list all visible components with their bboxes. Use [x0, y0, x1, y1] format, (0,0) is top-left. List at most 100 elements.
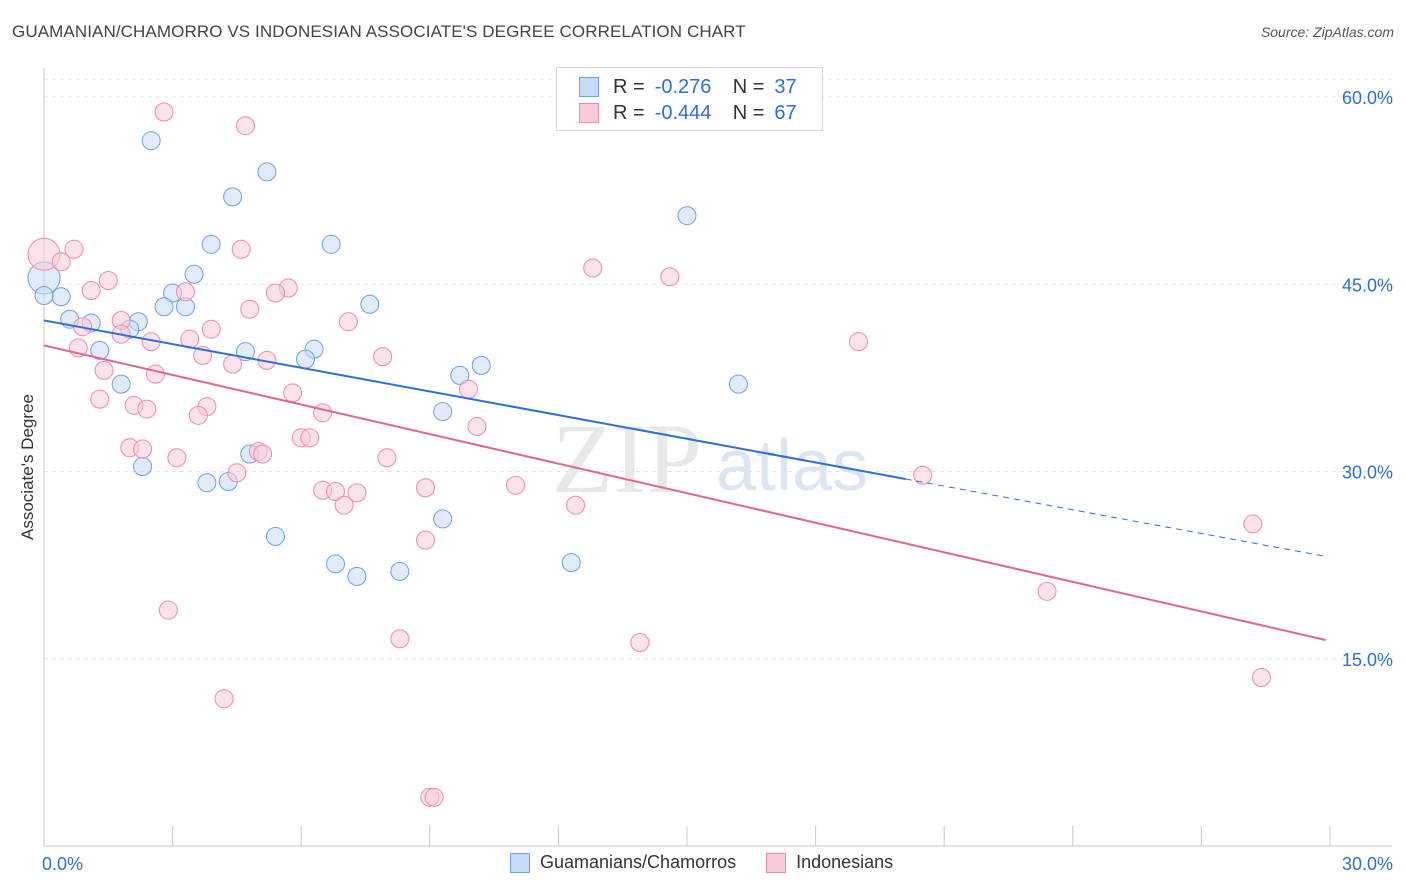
indonesian-point — [253, 444, 273, 464]
indonesian-point — [201, 319, 221, 339]
x-tick-label: 30.0% — [1342, 854, 1393, 874]
r-label: R = — [613, 75, 645, 98]
guamanian-point — [265, 526, 285, 546]
guamanian-point — [347, 566, 367, 586]
axes — [43, 68, 1392, 847]
guamanian-point — [201, 234, 221, 254]
indonesian-point — [265, 283, 285, 303]
guamanian-point — [360, 294, 380, 314]
indonesian-point — [145, 364, 165, 384]
watermark-atlas: atlas — [716, 426, 868, 506]
indonesian-point — [338, 312, 358, 332]
indonesian-point — [506, 475, 526, 495]
indonesian-point — [373, 347, 393, 367]
indonesian-point — [334, 495, 354, 515]
indonesian-point — [94, 360, 114, 380]
y-tick-label: 15.0% — [1342, 650, 1393, 670]
indonesian-point — [167, 448, 187, 468]
indonesian-trend-line — [43, 344, 1326, 641]
guamanian-point — [141, 131, 161, 151]
indonesian-point — [227, 463, 247, 483]
indonesian-point — [467, 417, 487, 437]
indonesian-point — [583, 258, 603, 278]
indonesian-point — [154, 102, 174, 122]
guamanian-trend-line — [43, 319, 906, 480]
legend-swatch-blue — [510, 852, 530, 873]
indonesian-point — [377, 448, 397, 468]
n-value: 67 — [774, 101, 797, 124]
indonesian-point — [300, 428, 320, 448]
legend-swatch-pink — [766, 852, 787, 873]
r-label: R = — [613, 101, 645, 124]
guamanian-point — [34, 285, 54, 305]
guamanian-point — [51, 287, 71, 307]
y-tick-label: 30.0% — [1342, 463, 1393, 483]
indonesian-point — [81, 280, 101, 300]
grid-lines — [44, 78, 1392, 660]
n-label: N = — [732, 101, 765, 124]
n-value: 37 — [774, 75, 797, 98]
r-value: -0.276 — [654, 75, 712, 98]
guamanian-point — [433, 402, 453, 422]
guamanian-point — [321, 234, 341, 254]
guamanian-point — [325, 554, 345, 574]
swatch-pink — [579, 103, 599, 123]
indonesian-point — [133, 439, 153, 459]
indonesian-point — [235, 116, 255, 136]
stats-row-guamanian: R = -0.276 N = 37 — [579, 75, 797, 99]
indonesian-point — [913, 465, 933, 485]
indonesian-point — [231, 239, 251, 259]
y-tick-label: 45.0% — [1342, 275, 1393, 295]
legend-item-guamanians[interactable]: Guamanians/Chamorros — [510, 852, 736, 873]
indonesian-point — [1243, 514, 1263, 534]
indonesian-point — [1037, 581, 1057, 601]
guamanian-point — [390, 561, 410, 581]
indonesian-point — [630, 633, 650, 653]
guamanian-point — [295, 349, 315, 369]
indonesian-point — [848, 332, 868, 352]
guamanian-point — [197, 473, 217, 493]
y-axis-label: Associate's Degree — [18, 394, 37, 540]
indonesian-point — [416, 530, 436, 550]
legend-item-indonesians[interactable]: Indonesians — [766, 852, 893, 873]
data-points — [27, 102, 1271, 807]
r-value: -0.444 — [654, 101, 712, 124]
guamanian-point — [111, 374, 131, 394]
chart-title: GUAMANIAN/CHAMORRO VS INDONESIAN ASSOCIA… — [12, 22, 746, 41]
guamanian-point — [728, 374, 748, 394]
legend-label: Guamanians/Chamorros — [540, 852, 737, 872]
guamanian-point — [154, 297, 174, 317]
indonesian-point — [158, 600, 178, 620]
indonesian-point — [347, 483, 367, 503]
indonesian-point — [390, 629, 410, 649]
indonesian-point — [51, 252, 71, 272]
indonesian-point — [90, 389, 110, 409]
guamanian-point — [450, 365, 470, 385]
tick-labels: 15.0% 30.0% 45.0% 60.0% 0.0% 30.0% — [42, 88, 1393, 874]
indonesian-point — [325, 481, 345, 501]
indonesian-point — [566, 495, 586, 515]
guamanian-point — [433, 509, 453, 529]
watermark: ZIP atlas — [552, 403, 868, 514]
indonesian-point — [175, 282, 195, 302]
indonesian-point — [313, 403, 333, 423]
guamanian-trend-extension — [905, 478, 1326, 557]
x-tick-label: 0.0% — [42, 854, 83, 874]
stats-legend: R = -0.276 N = 37 R = -0.444 N = 67 — [556, 67, 823, 131]
indonesian-point — [223, 354, 243, 374]
y-tick-label: 60.0% — [1342, 88, 1393, 108]
source-label: Source: ZipAtlas.com — [1260, 24, 1394, 40]
legend-label: Indonesians — [796, 852, 894, 872]
indonesian-point — [188, 405, 208, 425]
indonesian-point — [660, 267, 680, 287]
guamanian-point — [223, 187, 243, 207]
swatch-blue — [579, 77, 599, 97]
guamanian-point — [133, 457, 153, 477]
indonesian-point — [137, 399, 157, 419]
guamanian-point — [561, 553, 581, 573]
series-legend: Guamanians/Chamorros Indonesians — [510, 852, 923, 873]
trend-lines — [43, 319, 1326, 641]
guamanian-point — [471, 355, 491, 375]
indonesian-point — [1251, 667, 1271, 687]
